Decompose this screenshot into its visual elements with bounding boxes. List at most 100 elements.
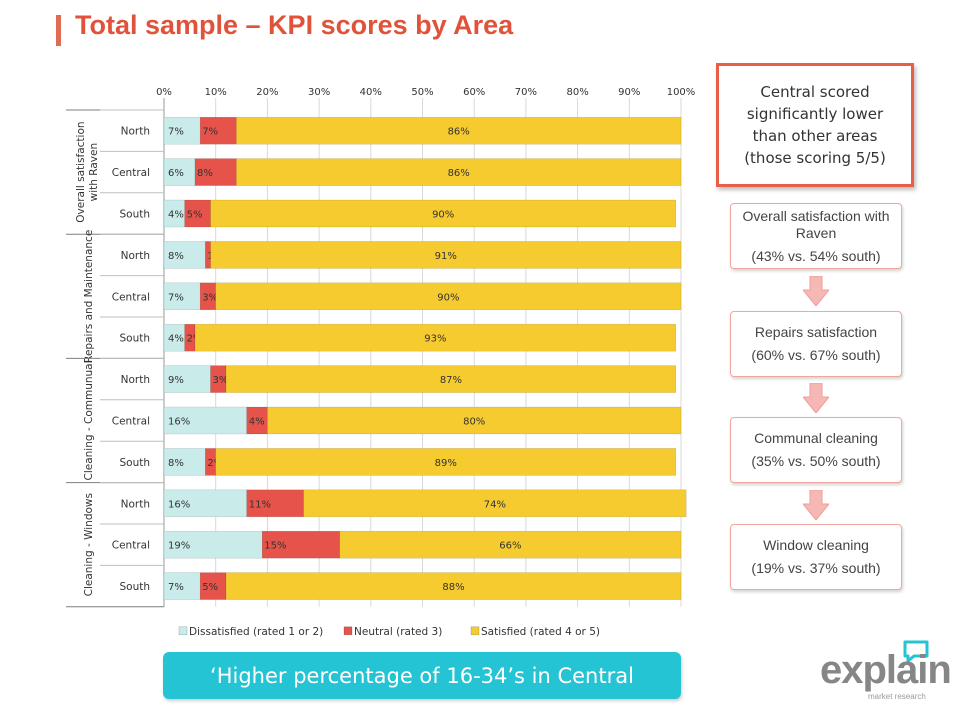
flow-box-windows: Window cleaning (19% vs. 37% south)	[730, 524, 902, 590]
data-label: 5%	[202, 582, 218, 593]
data-label: 86%	[448, 168, 470, 179]
logo-tagline: market research	[868, 692, 926, 701]
bar-segment	[163, 406, 247, 435]
bar-segment	[163, 489, 247, 518]
data-label: 89%	[435, 458, 457, 469]
flow-box-repairs: Repairs satisfaction (60% vs. 67% south)	[730, 311, 902, 377]
bar-segment	[194, 158, 237, 186]
x-tick-label: 70%	[515, 87, 537, 98]
callout-text: Central scored significantly lower than …	[744, 83, 886, 167]
x-tick-label: 100%	[667, 87, 696, 98]
bar-segment	[163, 365, 211, 393]
data-label: 3%	[202, 292, 218, 303]
data-label: 16%	[168, 499, 190, 510]
logo-wordmark: explain	[820, 648, 952, 692]
bar-segment	[163, 241, 206, 269]
flow-box-stat: (19% vs. 37% south)	[751, 560, 881, 576]
data-label: 2%	[207, 458, 223, 469]
data-label: 4%	[249, 417, 265, 428]
bar-segment	[339, 530, 682, 559]
callout-box: Central scored significantly lower than …	[716, 63, 914, 187]
flow-box-title: Overall satisfaction with Raven	[742, 207, 890, 241]
quote-text: ‘Higher percentage of 16-34’s in Central	[210, 663, 634, 688]
data-label: 8%	[168, 251, 184, 262]
data-label: 4%	[168, 210, 184, 221]
legend-swatch	[343, 626, 353, 636]
category-label: North	[121, 374, 150, 386]
down-arrow-icon	[803, 490, 829, 520]
flow-box-title: Repairs satisfaction	[754, 324, 878, 340]
x-tick-label: 30%	[308, 87, 330, 98]
legend-label: Dissatisfied (rated 1 or 2)	[189, 626, 323, 638]
data-label: 16%	[168, 417, 190, 428]
category-label: Central	[112, 167, 150, 179]
category-label: South	[119, 581, 150, 593]
data-label: 7%	[168, 292, 184, 303]
data-label: 90%	[432, 210, 454, 221]
category-label: North	[121, 250, 150, 262]
bar-segment	[215, 448, 677, 476]
category-label: Central	[112, 540, 150, 552]
data-label: 19%	[168, 541, 190, 552]
category-label: South	[119, 457, 150, 469]
x-tick-label: 0%	[156, 87, 172, 98]
group-label: Cleaning - Communual	[83, 360, 95, 480]
flow-box-communal: Communal cleaning (35% vs. 50% south)	[730, 417, 902, 483]
bar-segment	[261, 530, 341, 559]
bar-segment	[267, 406, 682, 435]
flow-box-overall: Overall satisfaction with Raven (43% vs.…	[730, 203, 902, 269]
data-label: 7%	[202, 127, 218, 138]
category-label: South	[119, 333, 150, 345]
bar-segment	[199, 572, 227, 600]
legend-label: Neutral (rated 3)	[354, 626, 442, 638]
data-label: 88%	[442, 582, 464, 593]
data-label: 80%	[463, 417, 485, 428]
data-label: 8%	[197, 168, 213, 179]
bar-segment	[163, 158, 196, 186]
group-label: Overall satisfactionwith Raven	[75, 121, 100, 222]
bar-segment	[303, 489, 687, 518]
data-label: 7%	[168, 582, 184, 593]
down-arrow-icon	[803, 276, 829, 306]
bar-segment	[163, 116, 201, 145]
data-label: 5%	[187, 210, 203, 221]
bar-segment	[215, 282, 682, 311]
page-title: Total sample – KPI scores by Area	[75, 10, 514, 40]
flow-box-stat: (43% vs. 54% south)	[751, 247, 881, 264]
data-label: 4%	[168, 334, 184, 345]
stacked-bar-chart: 0% 10% 20% 30% 40% 50% 60% 70% 80% 90% 100% Overall…	[66, 87, 696, 638]
bar-segment	[184, 199, 211, 228]
bar-segment	[199, 116, 237, 145]
data-label: 15%	[264, 541, 286, 552]
flow-box-title: Window cleaning	[763, 537, 869, 553]
data-label: 66%	[499, 541, 521, 552]
x-tick-label: 40%	[360, 87, 382, 98]
bar-segment	[163, 572, 201, 600]
bar-segment	[194, 323, 677, 352]
quote-banner: ‘Higher percentage of 16-34’s in Central	[163, 652, 681, 699]
explain-logo: explain market research	[820, 640, 952, 701]
data-label: 7%	[168, 127, 184, 138]
category-label: North	[121, 126, 150, 138]
data-label: 9%	[168, 375, 184, 386]
data-label: 2%	[187, 334, 203, 345]
legend-swatch	[178, 626, 188, 636]
data-label: 91%	[435, 251, 457, 262]
category-label: South	[119, 209, 150, 221]
category-label: Central	[112, 416, 150, 428]
x-tick-label: 50%	[411, 87, 433, 98]
bar-segment	[210, 241, 682, 269]
category-label: North	[121, 498, 150, 510]
title-accent-bar	[56, 15, 61, 46]
speech-bubble-icon	[903, 640, 929, 663]
data-label: 86%	[448, 127, 470, 138]
down-arrow-icon	[803, 383, 829, 413]
data-label: 74%	[484, 499, 506, 510]
data-label: 87%	[440, 375, 462, 386]
data-label: 11%	[249, 499, 271, 510]
data-label: 93%	[424, 334, 446, 345]
x-tick-label: 10%	[205, 87, 227, 98]
bar-segment	[163, 282, 201, 311]
data-label: 90%	[437, 292, 459, 303]
group-label: Repairs and Maintenance	[83, 230, 95, 363]
